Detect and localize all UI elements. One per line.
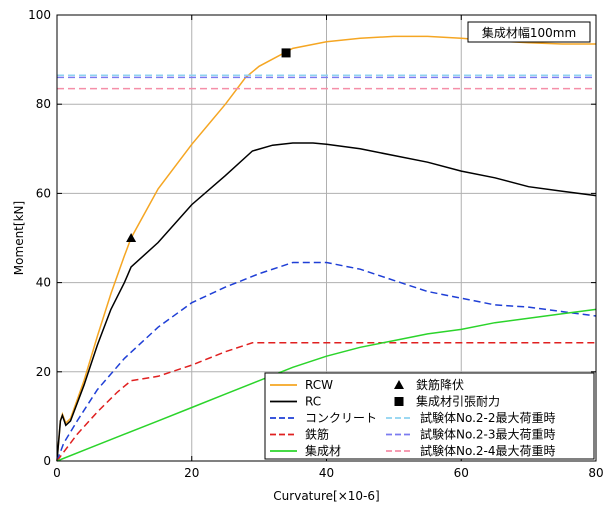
legend-label: RC	[305, 395, 321, 409]
legend-label: 試験体No.2-2最大荷重時	[420, 410, 556, 425]
x-tick-label: 20	[184, 466, 199, 480]
y-tick-label: 20	[36, 365, 51, 379]
annotation-frame	[467, 21, 591, 43]
x-tick-label: 40	[319, 466, 334, 480]
y-tick-label: 40	[36, 276, 51, 290]
series-line	[56, 35, 596, 462]
x-tick-label: 0	[53, 466, 61, 480]
y-tick-label: 80	[36, 97, 51, 111]
y-tick-label: 100	[28, 8, 51, 22]
legend-label: コンクリート	[305, 411, 377, 425]
series-line	[56, 142, 597, 462]
series-line	[56, 308, 597, 462]
capacity-marker	[281, 48, 291, 58]
annotation-text: 集成材幅100mm	[482, 25, 576, 40]
data-markers	[126, 48, 291, 242]
legend-marker	[394, 397, 404, 406]
legend-label: 試験体No.2-4最大荷重時	[420, 443, 556, 458]
legend-marker	[394, 380, 404, 389]
legend-label: RCW	[305, 378, 333, 392]
legend-label: 集成材引張耐力	[416, 394, 500, 409]
y-tick-label: 60	[36, 186, 51, 200]
legend-frame	[264, 372, 595, 460]
y-tick-label: 0	[43, 454, 51, 468]
x-tick-label: 60	[454, 466, 469, 480]
x-tick-label: 80	[588, 466, 603, 480]
annotation-box: 集成材幅100mm	[467, 21, 591, 43]
legend-label: 集成材	[305, 443, 341, 458]
legend-label: 鉄筋降伏	[416, 377, 464, 392]
x-axis-label: Curvature[×10-6]	[273, 489, 379, 503]
y-axis-label: Moment[kN]	[12, 201, 26, 275]
legend-label: 鉄筋	[305, 427, 329, 442]
legend-label: 試験体No.2-3最大荷重時	[420, 427, 556, 442]
series-line	[56, 342, 596, 462]
yield-marker	[126, 233, 137, 242]
series-lines	[56, 35, 597, 462]
series-line	[56, 261, 597, 462]
